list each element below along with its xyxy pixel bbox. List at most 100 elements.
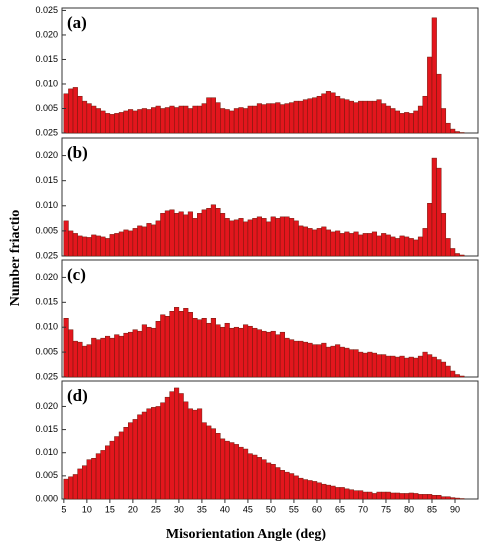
bar (114, 334, 120, 378)
bar (151, 107, 157, 134)
x-tick-label: 85 (427, 504, 437, 514)
bar (109, 234, 115, 257)
bar (229, 110, 235, 134)
bar (91, 337, 97, 378)
bar (394, 356, 401, 378)
bar (390, 355, 396, 378)
bar (376, 491, 382, 500)
bar (123, 229, 129, 257)
bar (206, 208, 212, 257)
y-tick-label: 0.025 (35, 127, 58, 137)
bar (141, 324, 147, 378)
bar (385, 105, 391, 134)
bar (72, 233, 78, 257)
y-tick-label: 0.015 (35, 297, 58, 307)
bar (252, 454, 258, 500)
bar (141, 411, 147, 500)
bar (233, 326, 239, 378)
bar (390, 108, 396, 134)
bar (233, 219, 239, 257)
x-tick-label: 45 (243, 504, 253, 514)
bar (440, 108, 447, 134)
bar (348, 100, 355, 134)
bar (146, 223, 152, 257)
bar (72, 474, 78, 500)
bar (431, 17, 437, 134)
bar (427, 56, 433, 134)
bar (137, 225, 143, 257)
y-tick-label: 0.020 (35, 272, 58, 282)
x-tick-label: 40 (220, 504, 230, 514)
bar (215, 433, 221, 500)
bar (206, 425, 212, 500)
bar (440, 496, 447, 500)
bar (201, 318, 207, 378)
bar (238, 218, 244, 257)
bar (151, 224, 157, 257)
bar (427, 354, 433, 378)
bar (344, 99, 350, 134)
bar (77, 95, 83, 134)
bar (316, 95, 322, 134)
bar (335, 487, 341, 500)
bar (348, 489, 355, 500)
bar (109, 440, 115, 500)
bar (224, 218, 230, 257)
bar (321, 483, 327, 500)
bar (169, 209, 175, 257)
bar (404, 112, 410, 134)
bar (307, 480, 313, 500)
bar (325, 484, 331, 500)
bar (128, 109, 134, 134)
bar (224, 440, 230, 500)
bar (86, 103, 92, 134)
bar (381, 103, 387, 134)
bar (100, 337, 106, 378)
bar (399, 113, 405, 134)
bar (247, 105, 253, 134)
bar (270, 330, 276, 378)
x-tick-label: 15 (105, 504, 115, 514)
bar (330, 345, 336, 378)
bar (445, 122, 451, 134)
bar (381, 354, 387, 378)
bar (247, 453, 253, 500)
bar (164, 396, 170, 500)
bar (178, 105, 184, 134)
bar (445, 496, 451, 500)
bar (284, 337, 290, 378)
bar (160, 314, 166, 378)
bar (335, 230, 341, 257)
bar (339, 233, 345, 257)
bar (325, 229, 331, 257)
bar (247, 325, 253, 378)
bar (371, 493, 378, 500)
bar (321, 93, 327, 134)
x-tick-label: 25 (151, 504, 161, 514)
y-tick-label: 0.010 (35, 447, 58, 457)
bar (454, 374, 460, 378)
bar (270, 216, 276, 257)
bar (330, 485, 336, 500)
bar (293, 475, 299, 500)
bar (399, 493, 405, 500)
bar (160, 213, 166, 257)
bar (284, 216, 290, 257)
bar (261, 330, 267, 378)
bar (261, 459, 267, 500)
bar (210, 428, 216, 500)
bar (118, 431, 124, 500)
bar (394, 238, 401, 257)
bar (210, 204, 216, 257)
y-tick-label: 0.025 (35, 371, 58, 381)
bar (91, 234, 97, 257)
bar (243, 448, 249, 500)
bar (312, 481, 318, 500)
bar (86, 459, 92, 500)
bar (408, 356, 414, 378)
bar (100, 110, 106, 134)
bar (390, 236, 396, 257)
bar (192, 218, 198, 257)
bar (81, 236, 88, 257)
